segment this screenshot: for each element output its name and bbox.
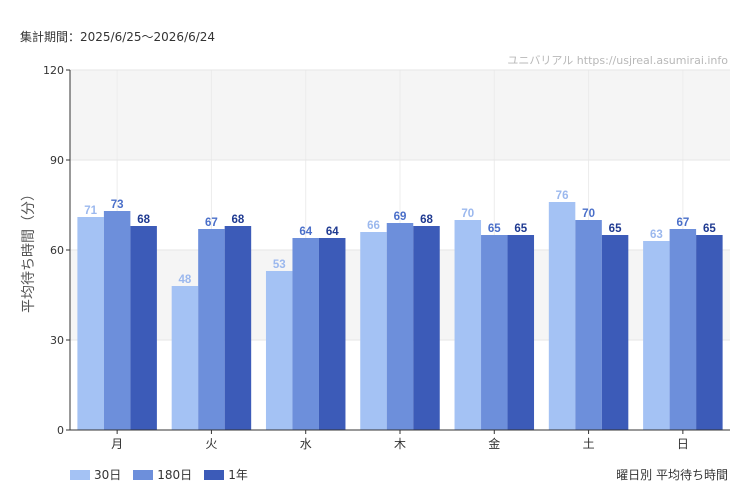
data-label: 65	[514, 223, 527, 235]
x-tick-label: 日	[677, 437, 689, 451]
data-label: 67	[676, 217, 689, 229]
bar	[575, 220, 602, 430]
bar	[601, 235, 629, 430]
bar	[454, 220, 482, 430]
data-label: 70	[582, 208, 595, 220]
y-tick-label: 90	[50, 154, 64, 167]
data-label: 68	[137, 214, 150, 226]
legend-label-30d: 30日	[94, 468, 122, 482]
bar	[198, 229, 225, 430]
bar	[171, 286, 199, 430]
legend-swatch-180d	[133, 469, 154, 480]
x-tick-label: 火	[205, 437, 217, 451]
data-label: 67	[205, 217, 218, 229]
legend-item-1y[interactable]: 1年	[204, 466, 248, 483]
bar	[292, 238, 319, 430]
data-label: 63	[650, 229, 663, 241]
legend: 30日 180日 1年	[70, 466, 248, 483]
y-tick-label: 30	[50, 334, 64, 347]
data-label: 69	[394, 211, 407, 223]
data-label: 65	[609, 223, 622, 235]
period-text: 集計期間：2025/6/25〜2026/6/24	[20, 30, 216, 44]
legend-swatch-1y	[204, 469, 225, 480]
data-label: 73	[111, 199, 124, 211]
x-tick-label: 木	[394, 437, 406, 451]
bar	[318, 238, 346, 430]
legend-label-1y: 1年	[228, 468, 248, 482]
x-tick-label: 月	[111, 437, 123, 451]
data-label: 66	[367, 220, 380, 232]
bar	[265, 271, 293, 430]
data-label: 76	[556, 190, 569, 202]
bar	[77, 217, 104, 430]
legend-item-180d[interactable]: 180日	[133, 466, 192, 483]
data-label: 68	[420, 214, 433, 226]
y-tick-label: 60	[50, 244, 64, 257]
bar	[386, 223, 414, 430]
bar	[130, 226, 157, 430]
y-axis-label: 平均待ち時間（分）	[21, 187, 37, 313]
data-label: 64	[299, 226, 312, 238]
watermark: ユニバリアル https://usjreal.asumirai.info	[507, 54, 728, 67]
legend-swatch-30d	[70, 469, 90, 480]
data-label: 65	[488, 223, 501, 235]
bar	[696, 235, 723, 430]
x-tick-label: 金	[488, 436, 500, 451]
data-label: 53	[273, 259, 286, 271]
y-tick-label: 0	[57, 424, 64, 437]
bar	[669, 229, 697, 430]
legend-label-180d: 180日	[157, 468, 193, 482]
chart-caption: 曜日別 平均待ち時間	[616, 468, 728, 482]
bar	[413, 226, 440, 430]
data-label: 65	[703, 223, 716, 235]
bar	[548, 202, 576, 430]
bar	[103, 211, 131, 430]
bar	[481, 235, 508, 430]
x-tick-label: 土	[583, 437, 595, 451]
bar	[224, 226, 252, 430]
bar	[643, 241, 670, 430]
data-label: 64	[326, 226, 339, 238]
data-label: 68	[232, 214, 245, 226]
legend-item-30d[interactable]: 30日	[70, 466, 121, 483]
y-tick-label: 120	[43, 64, 64, 77]
data-label: 48	[179, 274, 192, 286]
bar	[360, 232, 387, 430]
bar	[507, 235, 535, 430]
data-label: 70	[461, 208, 474, 220]
data-label: 71	[84, 205, 97, 217]
x-tick-label: 水	[300, 437, 312, 451]
